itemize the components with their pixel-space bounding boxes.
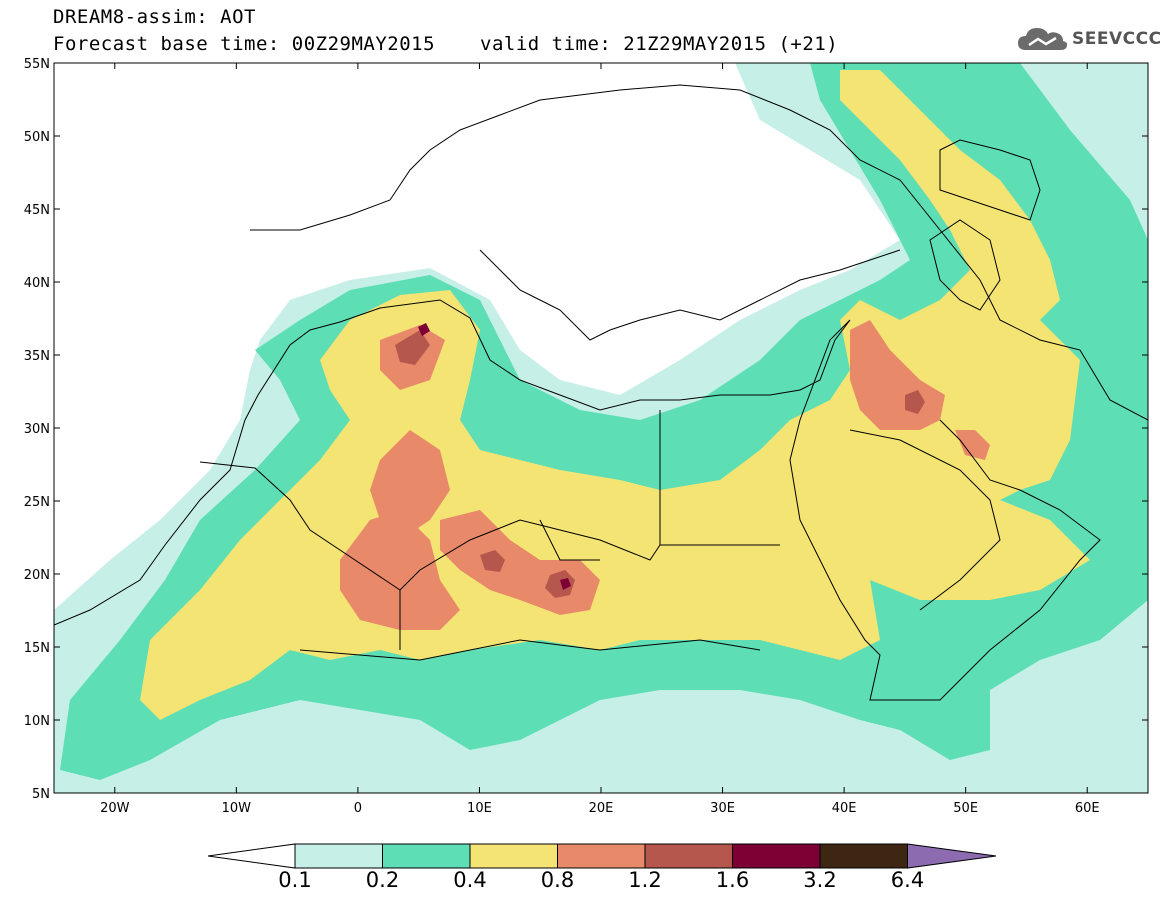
lon-tick-label: 10E [467, 801, 492, 816]
colorbar-label: 6.4 [890, 868, 925, 892]
lat-tick-label: 15N [24, 641, 50, 656]
aot-band-0.8 [340, 320, 990, 630]
lat-tick-label: 50N [24, 130, 50, 145]
seevccc-logo: SEEVCCC [1016, 22, 1162, 56]
forecast-base-time: Forecast base time: 00Z29MAY2015 [53, 33, 436, 55]
colorbar-swatch [469, 843, 558, 869]
lat-tick-label: 10N [24, 714, 50, 729]
lon-tick-label: 0 [354, 801, 362, 816]
colorbar-label: 1.2 [628, 868, 662, 892]
colorbar-label: 0.8 [540, 868, 575, 892]
lat-tick-label: 40N [24, 276, 50, 291]
longitude-axis: 20W 10W 0 10E 20E 30E 40E 50E 60E [100, 63, 1100, 816]
lon-tick-label: 10W [222, 801, 252, 816]
colorbar-label: 0.2 [365, 868, 400, 892]
lon-tick-label: 20W [100, 801, 130, 816]
lat-tick-label: 5N [32, 787, 50, 802]
colorbar-swatch [294, 843, 383, 869]
lat-tick-label: 20N [24, 568, 50, 583]
lat-tick-label: 35N [24, 349, 50, 364]
lat-tick-label: 45N [24, 203, 50, 218]
colorbar-swatch [557, 843, 646, 869]
aot-field [54, 63, 1148, 793]
lat-tick-label: 25N [24, 495, 50, 510]
lat-tick-label: 55N [24, 57, 50, 72]
colorbar-swatch [382, 843, 471, 869]
colorbar-over-arrow [907, 843, 997, 869]
colorbar-label: 1.6 [715, 868, 750, 892]
lat-tick-label: 30N [24, 422, 50, 437]
valid-time: valid time: 21Z29MAY2015 (+21) [480, 33, 839, 55]
lon-tick-label: 30E [710, 801, 735, 816]
colorbar-label: 0.4 [453, 868, 487, 892]
latitude-axis: 5N 10N 15N 20N 25N 30N 35N 40N 45N 50N 55N [24, 57, 1148, 802]
map-title: DREAM8-assim: AOT [53, 6, 256, 28]
lon-tick-label: 40E [832, 801, 857, 816]
colorbar-under-arrow [207, 843, 296, 869]
cloud-icon [1018, 28, 1068, 50]
colorbar-swatch [732, 843, 821, 869]
lon-tick-label: 20E [589, 801, 614, 816]
colorbar-swatch [819, 843, 908, 869]
colorbar [207, 843, 997, 869]
coastlines [54, 84, 1148, 701]
colorbar-swatch [644, 843, 733, 869]
lon-tick-label: 50E [953, 801, 978, 816]
colorbar-label: 0.1 [278, 868, 312, 892]
colorbar-label: 3.2 [803, 868, 837, 892]
lon-tick-label: 60E [1075, 801, 1100, 816]
logo-text: SEEVCCC [1072, 29, 1162, 49]
